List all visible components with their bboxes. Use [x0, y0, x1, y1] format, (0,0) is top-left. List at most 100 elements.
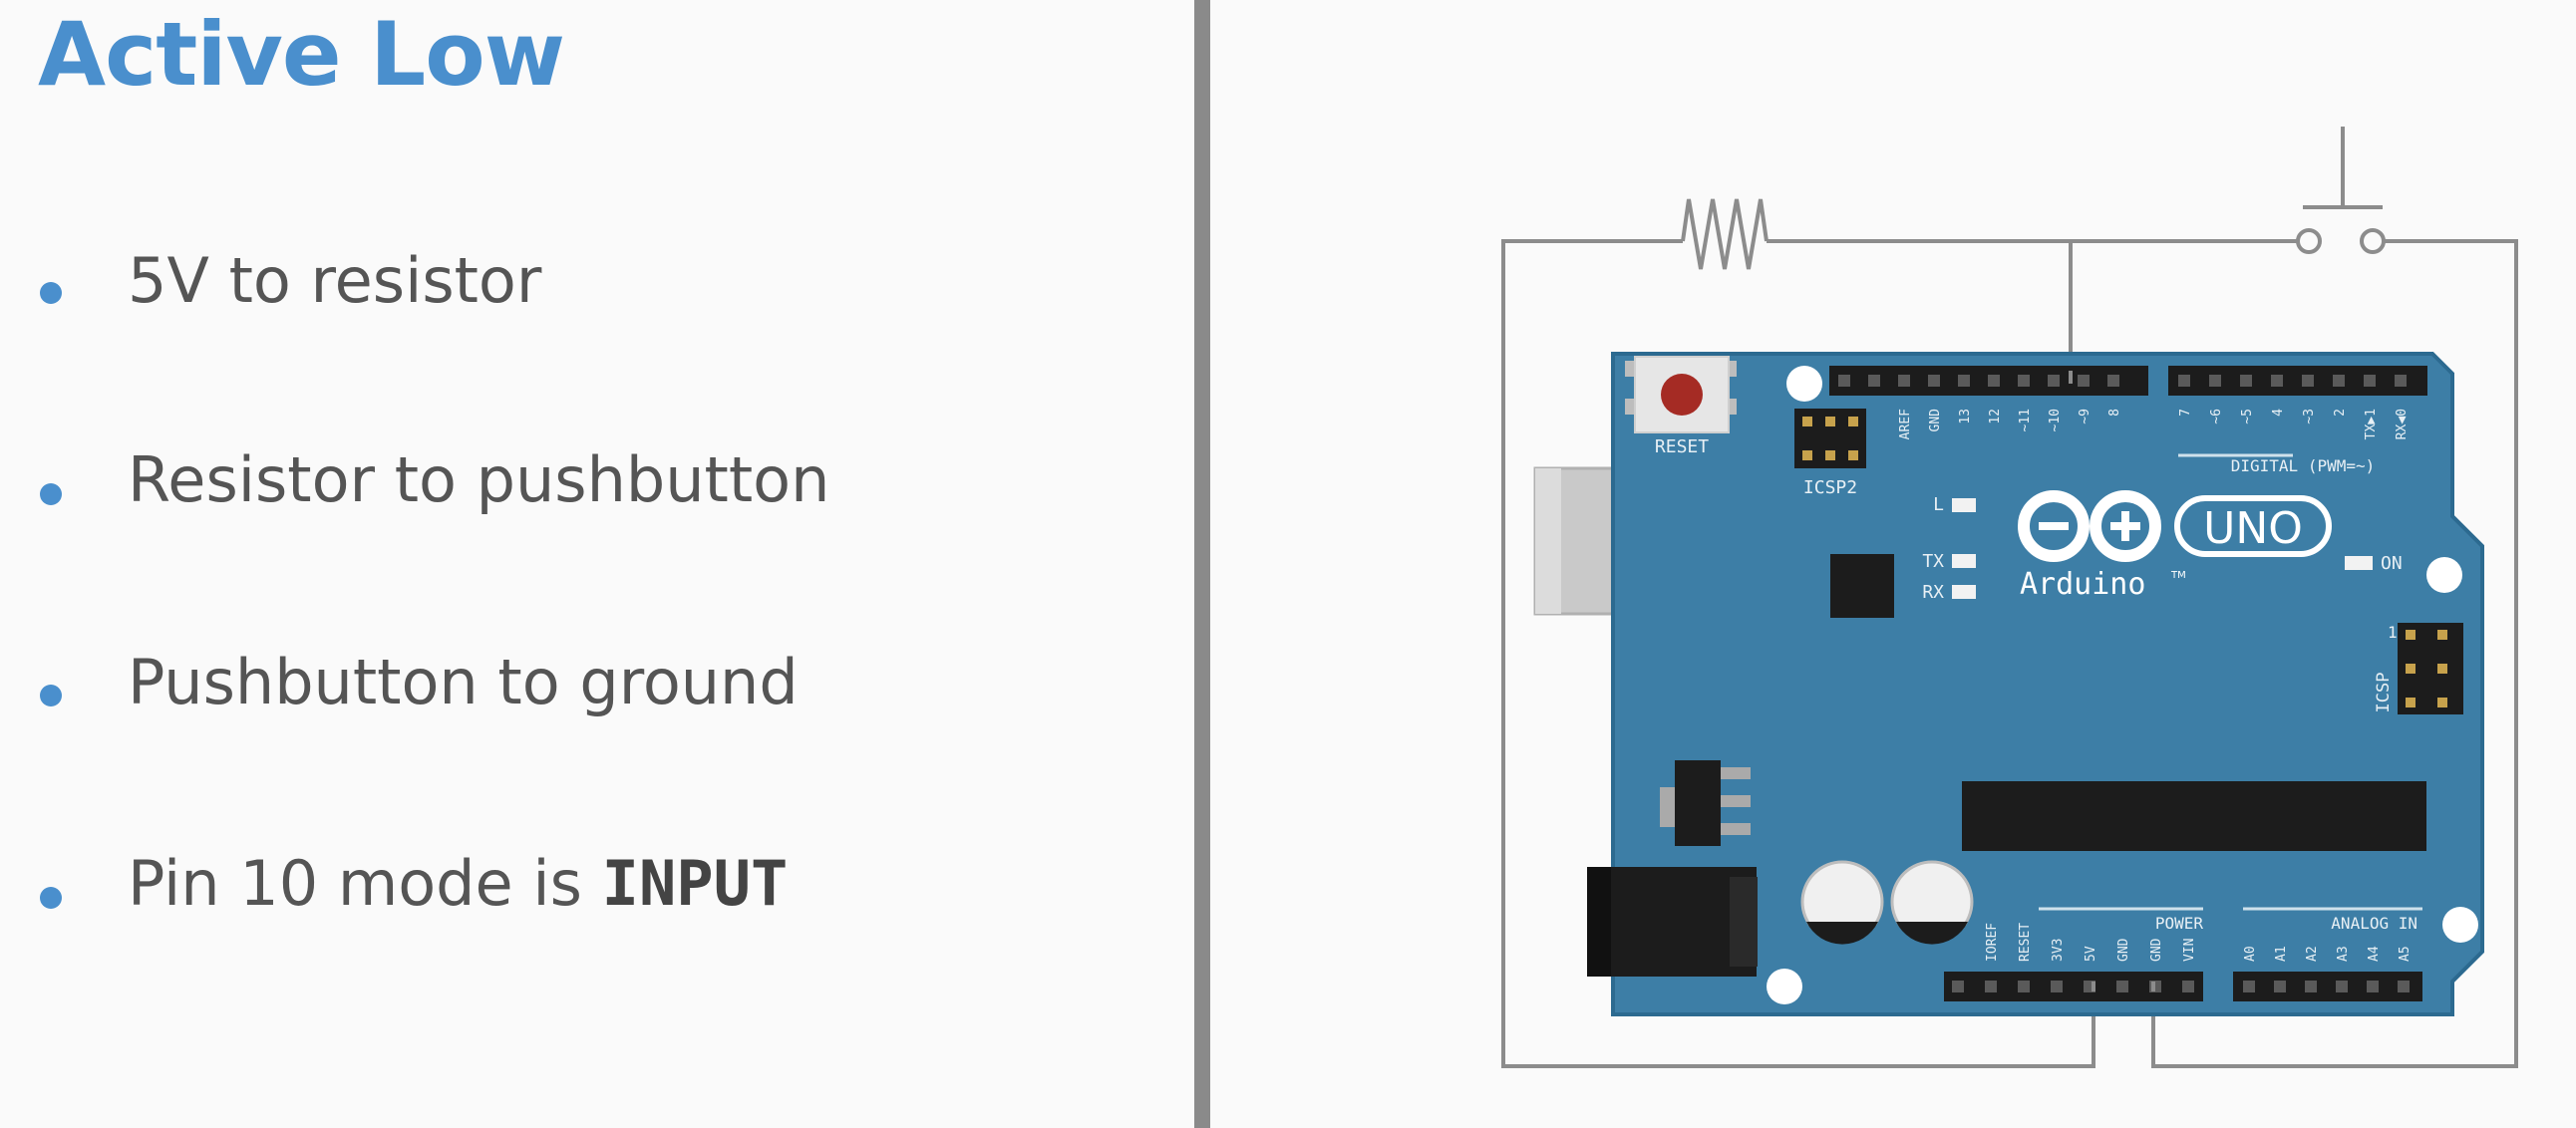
icsp-pin1-label: 1 [2388, 623, 2398, 642]
pin-label: ~3 [2302, 409, 2317, 424]
pin-label: IOREF [1985, 923, 2000, 962]
analog-label: ANALOG IN [2331, 914, 2417, 933]
header-pin-hole [2018, 981, 2030, 992]
header-pin-hole [2274, 981, 2286, 992]
slide-title: Active Low [38, 3, 565, 106]
code-keyword: INPUT [601, 847, 789, 920]
vertical-divider [1194, 0, 1210, 1128]
header-pin-hole [1985, 981, 1997, 992]
pin-label: 3V3 [2051, 939, 2066, 962]
bullet-dot [40, 282, 62, 304]
bullet-text-code: Pin 10 mode is INPUT [128, 847, 788, 920]
analog-header [2233, 972, 2422, 1001]
icsp-label: ICSP [2374, 673, 2394, 713]
bullet-text: 5V to resistor [128, 244, 542, 317]
bullet-text: Pin 10 mode is [128, 847, 602, 920]
header-pin-hole [2182, 981, 2194, 992]
pin-label: A0 [2243, 946, 2258, 962]
voltage-regulator [1660, 760, 1751, 846]
header-pin-hole [2240, 375, 2252, 387]
reset-label: RESET [1655, 436, 1709, 457]
header-pin-hole [2051, 981, 2063, 992]
wire-5v [1501, 239, 2095, 1068]
pin-label: ~11 [2018, 409, 2033, 431]
header-pin-hole [2243, 981, 2255, 992]
resistor-zigzag [1681, 198, 1769, 270]
header-pin-hole [1988, 375, 2000, 387]
led-tx [1952, 554, 1976, 568]
header-pin-hole [2367, 981, 2379, 992]
led-tx-label: TX [1922, 551, 1944, 572]
pin-label: ~6 [2209, 409, 2224, 424]
pin-label: ~5 [2240, 409, 2255, 424]
digital-label: DIGITAL (PWM=~) [2231, 456, 2376, 475]
header-pin-hole [2107, 375, 2119, 387]
pin-label: 13 [1958, 409, 1973, 424]
pin-label: A4 [2367, 946, 2382, 962]
bullet-text: Pushbutton to ground [128, 646, 799, 718]
arduino-text: Arduino [2020, 567, 2145, 602]
usb-chip [1830, 554, 1894, 618]
header-pin-hole [2305, 981, 2317, 992]
pin-label: RESET [2018, 923, 2033, 962]
pin-label: ~9 [2078, 409, 2093, 424]
pin-label: ~10 [2048, 409, 2063, 431]
header-pin-hole [2333, 375, 2345, 387]
power-jack [1587, 867, 1758, 977]
capacitor [1890, 860, 1974, 945]
header-pin-hole [1928, 375, 1940, 387]
pin-label: TX▶1 [2364, 409, 2379, 439]
header-pin-hole [2078, 375, 2090, 387]
led-on-label: ON [2381, 553, 2403, 574]
mounting-hole [1767, 969, 1802, 1004]
bullet-dot [40, 685, 62, 706]
bullet-dot [40, 483, 62, 505]
pushbutton-symbol [2296, 127, 2386, 254]
reset-button [1625, 356, 1737, 433]
mounting-hole [1786, 366, 1822, 402]
pin-label: GND [2116, 938, 2131, 962]
pin-label: RX◀0 [2395, 409, 2410, 439]
header-pin-hole [2302, 375, 2314, 387]
header-pin-hole [1952, 981, 1964, 992]
pin-label: A2 [2305, 946, 2320, 962]
header-pin-hole [2271, 375, 2283, 387]
led-rx-label: RX [1922, 582, 1944, 603]
led-l-label: L [1933, 494, 1944, 515]
header-pin-hole [2018, 375, 2030, 387]
pin-label: GND [1928, 409, 1943, 432]
pin-label: 2 [2333, 409, 2348, 417]
mounting-hole [2442, 907, 2478, 943]
power-header [1944, 972, 2203, 1001]
header-pin-hole [2395, 375, 2407, 387]
uno-badge [2174, 495, 2332, 557]
pin-label: AREF [1898, 409, 1913, 439]
pin-label: 5V [2084, 946, 2098, 962]
bullet-text: Resistor to pushbutton [128, 443, 830, 516]
header-pin-hole [2048, 375, 2060, 387]
led-rx [1952, 585, 1976, 599]
led-l [1952, 498, 1976, 512]
header-pin-hole [1838, 375, 1850, 387]
pin-label: 8 [2107, 409, 2122, 417]
uno-text: UNO [2203, 503, 2303, 554]
header-pin-hole [2364, 375, 2376, 387]
pin-label: A1 [2274, 946, 2289, 962]
icsp-header [2398, 623, 2463, 714]
arduino-logo [2018, 490, 2161, 562]
bullet-dot [40, 887, 62, 909]
pin-label: 12 [1988, 409, 2003, 424]
digital-header-right [2168, 366, 2427, 396]
power-label: POWER [2155, 914, 2204, 933]
pin-label: VIN [2182, 939, 2197, 962]
atmega-chip [1962, 781, 2426, 851]
icsp2-header [1794, 409, 1866, 468]
mounting-hole [2426, 557, 2462, 593]
pin-label: 7 [2178, 409, 2193, 417]
tm-text: TM [2170, 570, 2186, 581]
header-pin-hole [2178, 375, 2190, 387]
pin-label: A5 [2398, 946, 2413, 962]
pin-label: GND [2149, 938, 2164, 962]
header-pin-hole [2116, 981, 2128, 992]
